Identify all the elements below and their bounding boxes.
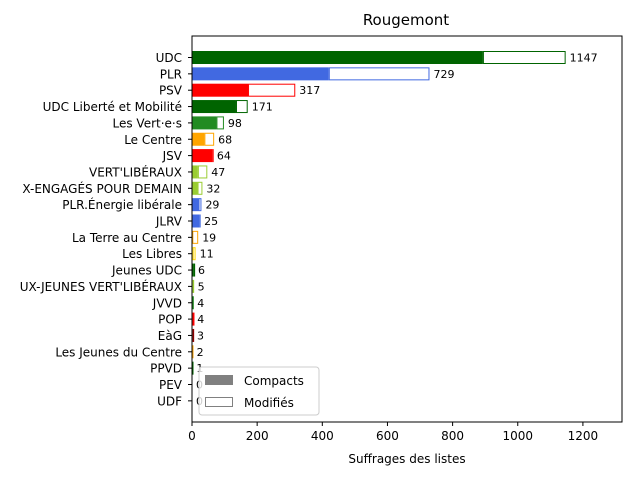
- y-tick-label: Le Centre: [124, 133, 182, 147]
- value-label: 1147: [570, 52, 598, 65]
- value-label: 5: [198, 280, 205, 293]
- bar-compacts-x-engages-pour-demain: [192, 181, 198, 195]
- bar-modifies-jlrv: [199, 214, 201, 228]
- bars-group: [192, 51, 566, 375]
- y-tick-label: Les Libres: [122, 247, 182, 261]
- x-tick-label: 400: [311, 429, 334, 443]
- value-labels: 1147729317171986864473229251911654432100: [196, 52, 598, 408]
- bar-modifies-udc: [482, 51, 566, 64]
- bar-modifies-le-centre: [204, 132, 215, 146]
- bar-modifies-la-terre-au-centre: [192, 230, 199, 244]
- x-tick-label: 800: [441, 429, 464, 443]
- value-label: 317: [299, 84, 320, 97]
- y-tick-label: VERT'LIBÉRAUX: [89, 164, 182, 179]
- y-tick-label: UDF: [157, 394, 182, 408]
- bar-compacts-udc-liberte-et-mobilite: [192, 100, 236, 114]
- bar-compacts-le-centre: [192, 132, 205, 146]
- y-tick-label: PPVD: [150, 362, 182, 376]
- y-tick-label: Jeunes UDC: [111, 264, 182, 278]
- value-label: 98: [228, 117, 242, 130]
- y-tick-label: UDC Liberté et Mobilité: [43, 100, 182, 114]
- y-tick-label: PSV: [159, 84, 183, 98]
- y-tick-label: PLR.Énergie libérale: [62, 197, 182, 212]
- y-tick-labels: UDC PLR PSV UDC Liberté et Mobilité Les Vert…: [20, 51, 192, 408]
- value-label: 171: [252, 101, 273, 114]
- legend-swatch-modifies: [205, 397, 233, 407]
- bar-modifies-pop: [192, 312, 195, 326]
- bar-compacts-plr: [192, 67, 329, 81]
- bar-modifies-les-libres: [192, 247, 196, 261]
- bar-modifies-vert-liberaux: [197, 165, 208, 179]
- x-tick-label: 1200: [568, 429, 599, 443]
- bar-modifies-eag: [192, 328, 195, 342]
- plot-frame: [191, 35, 623, 423]
- legend-label-compacts: Compacts: [244, 374, 304, 388]
- bar-modifies-x-engages-pour-demain: [197, 181, 203, 195]
- value-label: 32: [206, 182, 220, 195]
- y-tick-label: JSV: [162, 149, 183, 163]
- bar-compacts-psv: [192, 83, 249, 97]
- x-tick-label: 1000: [502, 429, 533, 443]
- bar-compacts-jlrv: [192, 214, 200, 228]
- value-label: 68: [218, 133, 232, 146]
- value-label: 11: [200, 248, 214, 261]
- value-label: 64: [217, 150, 231, 163]
- bar-modifies-les-jeunes-du-centre: [192, 345, 194, 359]
- value-label: 2: [197, 346, 204, 359]
- y-tick-label: X-ENGAGÉS POUR DEMAIN: [22, 181, 182, 196]
- chart-title: Rougemont: [363, 11, 449, 29]
- legend: Compacts Modifiés: [198, 366, 320, 416]
- bar-compacts-udc: [192, 51, 483, 64]
- y-tick-label: PLR: [160, 67, 182, 81]
- value-label: 25: [204, 215, 218, 228]
- bar-modifies-jsv: [212, 149, 214, 163]
- bar-modifies-ux-jeunes-vert-liberaux: [192, 279, 195, 293]
- y-tick-label: Les Jeunes du Centre: [55, 345, 182, 359]
- value-label: 6: [198, 264, 205, 277]
- bar-modifies-udc-liberte-et-mobilite: [235, 100, 248, 114]
- bar-compacts-plr-energie-liberale: [192, 198, 199, 212]
- value-label: 4: [197, 313, 204, 326]
- x-tick-label: 200: [246, 429, 269, 443]
- x-axis-label: Suffrages des listes: [348, 452, 465, 466]
- bar-modifies-psv: [248, 83, 296, 97]
- y-tick-label: Les Vert·e·s: [113, 116, 183, 130]
- value-label: 3: [197, 329, 204, 342]
- y-tick-label: La Terre au Centre: [72, 231, 182, 245]
- y-tick-label: POP: [158, 313, 182, 327]
- value-label: 47: [211, 166, 225, 179]
- bar-compacts-les-vert-e-s: [192, 116, 217, 130]
- x-tick-label: 600: [376, 429, 399, 443]
- bar-modifies-les-vert-e-s: [216, 116, 224, 130]
- y-tick-label: UDC: [156, 51, 182, 65]
- bar-compacts-jsv: [192, 149, 213, 163]
- x-axis-ticks: 0 200 400 600 800 1000 1200: [188, 422, 598, 443]
- x-tick-label: 0: [188, 429, 196, 443]
- value-label: 19: [202, 231, 216, 244]
- y-tick-label: EàG: [158, 329, 182, 343]
- bar-compacts-jeunes-udc: [192, 263, 194, 277]
- bar-modifies-jvvd: [192, 296, 194, 310]
- bar-modifies-jeunes-udc: [193, 263, 196, 277]
- bar-compacts-vert-liberaux: [192, 165, 198, 179]
- value-label: 29: [205, 199, 219, 212]
- value-label: 4: [197, 297, 204, 310]
- y-tick-label: UX-JEUNES VERT'LIBÉRAUX: [20, 279, 182, 294]
- bar-modifies-ppvd: [192, 361, 194, 375]
- y-tick-label: JLRV: [155, 215, 183, 229]
- y-tick-label: PEV: [159, 378, 183, 392]
- bar-modifies-plr-energie-liberale: [198, 198, 202, 212]
- y-tick-label: JVVD: [152, 296, 182, 310]
- bar-modifies-plr: [328, 67, 430, 81]
- legend-swatch-compacts: [205, 375, 233, 385]
- value-label: 729: [433, 68, 454, 81]
- legend-label-modifies: Modifiés: [244, 396, 294, 410]
